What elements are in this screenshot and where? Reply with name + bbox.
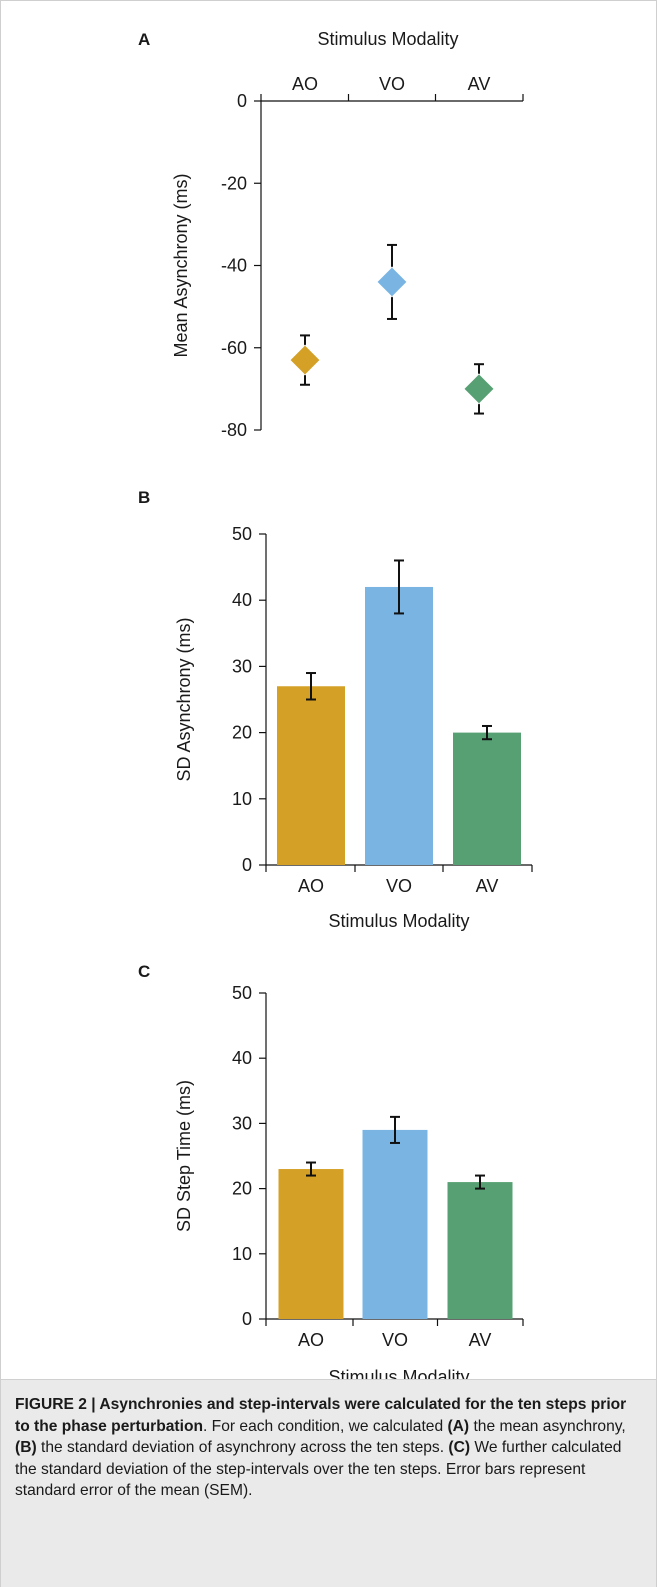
bar-c-ao [278,1169,344,1319]
bar-c-av [447,1182,513,1319]
y-tick-label-c: 50 [232,983,252,1003]
x-axis-label-b: Stimulus Modality [328,911,469,931]
y-tick-label-c: 30 [232,1113,252,1133]
y-tick-label-b: 40 [232,590,252,610]
y-tick-label-b: 50 [232,524,252,544]
category-label-b: AV [476,876,499,896]
data-point-a-ao [289,344,321,376]
y-tick-label-a: 0 [237,91,247,111]
y-tick-label-c: 10 [232,1244,252,1264]
chart-title-a: Stimulus Modality [317,29,458,49]
panel-label-c: C [138,962,150,981]
y-tick-label-a: -20 [221,173,247,193]
panel-label-b: B [138,488,150,507]
y-axis-label-a: Mean Asynchrony (ms) [171,173,191,357]
category-label-a: VO [379,74,405,94]
bar-b-ao [277,686,345,865]
charts-canvas: A 0 -20 -40 -60 -80 AO VO AV Stimulus Modality Mea… [138,29,533,1379]
y-tick-label-c: 20 [232,1179,252,1199]
x-axis-label-c: Stimulus Modality [328,1367,469,1379]
y-tick-label-a: -40 [221,256,247,276]
category-label-b: VO [386,876,412,896]
bar-b-vo [365,586,433,865]
panel-label-a: A [138,30,150,49]
figure-caption: FIGURE 2 | Asynchronies and step-interva… [1,1379,656,1587]
category-label-a: AV [468,74,491,94]
data-point-a-av [463,373,495,405]
caption-tag-c: (C) [448,1439,471,1456]
caption-lead: FIGURE 2 | Asynchronies and step-interva… [15,1396,627,1435]
y-tick-label-a: -80 [221,420,247,440]
caption-part-4: We further calculated the standard devia… [15,1439,622,1499]
bar-b-av [453,732,521,865]
caption-part-3: the standard deviation of asynchrony acr… [36,1439,449,1456]
y-tick-label-a: -60 [221,338,247,358]
caption-part-2: the mean asynchrony, [469,1417,626,1435]
data-point-a-vo [376,266,408,298]
caption-part-1: . For each condition, we calculated [203,1417,448,1435]
y-tick-label-c: 40 [232,1048,252,1068]
y-axis-label-c: SD Step Time (ms) [174,1080,194,1232]
y-tick-label-b: 10 [232,789,252,809]
category-label-c: AO [298,1330,324,1350]
caption-text: FIGURE 2 | Asynchronies and step-interva… [15,1394,642,1502]
category-label-c: VO [382,1330,408,1350]
category-label-b: AO [298,876,324,896]
category-label-c: AV [469,1330,492,1350]
bar-c-vo [362,1129,428,1319]
y-tick-label-b: 0 [242,855,252,875]
caption-tag-a: (A) [447,1417,470,1435]
y-tick-label-b: 30 [232,656,252,676]
category-label-a: AO [292,74,318,94]
y-tick-label-b: 20 [232,723,252,743]
y-axis-label-b: SD Asynchrony (ms) [174,617,194,781]
y-tick-label-c: 0 [242,1309,252,1329]
caption-tag-b: (B) [15,1439,37,1456]
